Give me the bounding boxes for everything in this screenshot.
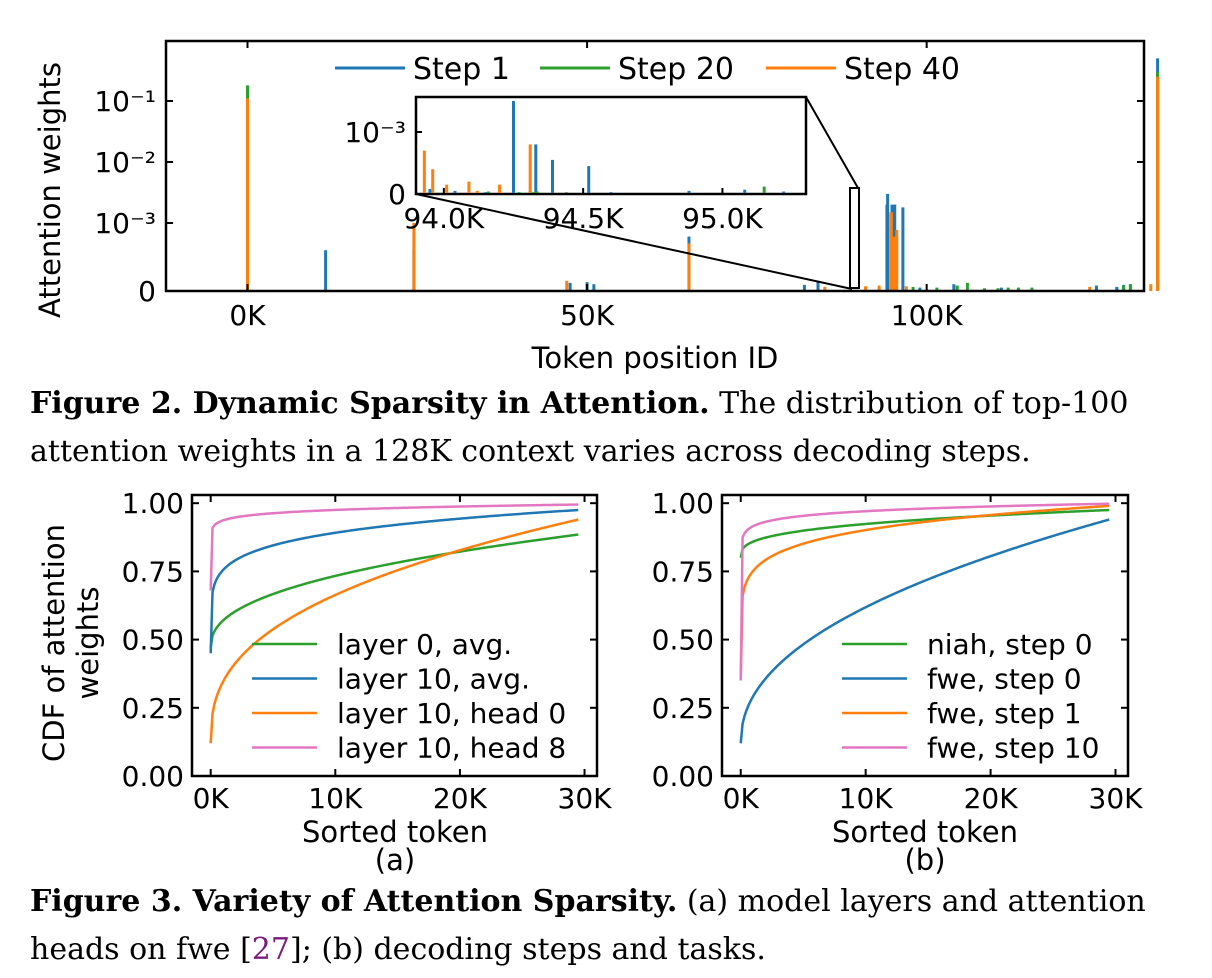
legend-label: layer 10, head 8 <box>337 732 566 765</box>
figure-2-axes: 0K 50K 100K 0 10⁻³ 10⁻² 10⁻¹ Token position ID A… <box>33 39 1146 375</box>
x-tick-label: 20K <box>964 782 1019 815</box>
x-axis-label: Sorted token <box>832 815 1018 849</box>
y-axis-label: Attention weights <box>33 62 67 318</box>
legend-label: fwe, step 1 <box>927 697 1082 730</box>
legend-label: layer 0, avg. <box>337 628 512 661</box>
y-tick-label: 10⁻¹ <box>94 85 156 118</box>
legend-label: Step 40 <box>844 52 960 87</box>
inset-series-step-1 <box>428 101 786 193</box>
y-tick-label: 0.00 <box>652 760 714 793</box>
inset-series-step-40 <box>422 144 532 193</box>
y-tick-label: 10⁻² <box>94 146 156 179</box>
figure-3-panel-b: 0K 10K 20K 30K 0.00 0.25 0.50 0.75 1.00 Sorted to… <box>652 487 1143 877</box>
figure-2-legend: Step 1 Step 20 Step 40 <box>335 52 960 87</box>
figure-2-caption-title: Figure 2. Dynamic Sparsity in Attention. <box>30 386 710 421</box>
x-tick-label: 30K <box>558 782 613 815</box>
zoom-box <box>849 187 860 289</box>
cdf-curve-fwe-step-0 <box>739 518 1110 744</box>
legend-label: niah, step 0 <box>927 628 1093 661</box>
x-tick-label: 10K <box>839 782 894 815</box>
legend-label: layer 10, avg. <box>337 663 530 696</box>
plot-frame <box>164 39 1146 293</box>
x-tick-label: 20K <box>433 782 488 815</box>
y-tick-label: 0.00 <box>122 760 184 793</box>
inset-y-tick-label: 0 <box>388 178 406 211</box>
y-tick-label: 10⁻³ <box>94 207 156 240</box>
panel-label: (b) <box>904 843 945 877</box>
legend-label: layer 10, head 0 <box>337 697 566 730</box>
figure-3-caption-text-b: ]; (b) decoding steps and tasks. <box>289 932 766 967</box>
inset-connector <box>415 193 853 290</box>
legend-label: fwe, step 0 <box>927 663 1082 696</box>
legend-label: fwe, step 10 <box>927 732 1099 765</box>
cdf-curve-niah-step-0 <box>739 508 1110 559</box>
series-step-40 <box>246 76 1160 291</box>
cdf-curve-layer-10-head-0 <box>209 518 579 744</box>
y-tick-label: 0.25 <box>652 692 714 725</box>
figure-2-chart: 94.0K 94.5K 95.0K 0 10⁻³ 0K 50K 100K 0 10⁻³ 10⁻² 1… <box>33 39 1160 375</box>
x-tick-label: 100K <box>891 299 963 332</box>
cdf-curve-fwe-step-10 <box>739 502 1110 681</box>
y-tick-label: 0.25 <box>122 692 184 725</box>
figure-3-charts: 0K 10K 20K 30K 0.00 0.25 0.50 0.75 1.00 Sorted to… <box>37 487 1143 877</box>
inset-y-tick-label: 10⁻³ <box>344 116 406 149</box>
y-tick-label: 1.00 <box>652 487 714 520</box>
figure-2-caption-text: The distribution of top-100 attention we… <box>30 386 1129 469</box>
figure-3-panel-a: 0K 10K 20K 30K 0.00 0.25 0.50 0.75 1.00 Sorted to… <box>37 487 612 877</box>
y-tick-label: 0.75 <box>652 555 714 588</box>
x-axis-label: Sorted token <box>302 815 488 849</box>
y-tick-label: 0 <box>138 275 156 308</box>
x-tick-label: 50K <box>560 299 615 332</box>
y-axis-label-line: weights <box>71 587 105 700</box>
inset-frame <box>414 95 808 196</box>
plot-frame <box>190 493 599 778</box>
cdf-curve-layer-0-avg- <box>209 533 579 648</box>
x-tick-label: 10K <box>308 782 363 815</box>
x-tick-label: 0K <box>723 782 760 815</box>
y-tick-label: 1.00 <box>122 487 184 520</box>
figure-2-inset: 94.0K 94.5K 95.0K 0 10⁻³ <box>344 95 860 290</box>
y-tick-label: 0.50 <box>122 624 184 657</box>
figure-2-marks <box>246 58 1160 291</box>
cdf-curve-fwe-step-1 <box>739 504 1110 678</box>
figure-3-caption: Figure 3. Variety of Attention Sparsity.… <box>30 878 1190 974</box>
inset-x-tick-label: 94.0K <box>403 202 484 235</box>
inset-connector <box>805 96 859 189</box>
figure-3-citation-link[interactable]: 27 <box>251 932 290 967</box>
figure-2-caption: Figure 2. Dynamic Sparsity in Attention.… <box>30 380 1190 476</box>
figure-3-caption-title: Figure 3. Variety of Attention Sparsity. <box>30 884 678 919</box>
y-tick-label: 0.50 <box>652 624 714 657</box>
x-tick-label: 30K <box>1089 782 1144 815</box>
figure-3-caption-text-a: (a) model layers and attention heads on … <box>30 884 1146 967</box>
x-tick-label: 0K <box>193 782 230 815</box>
cdf-curve-layer-10-avg- <box>209 508 579 654</box>
y-axis-label: CDF of attentionweights <box>37 524 105 762</box>
inset-x-tick-label: 94.5K <box>543 202 624 235</box>
cdf-curve-layer-10-head-8 <box>209 503 579 591</box>
plot-frame <box>720 493 1130 778</box>
y-tick-label: 0.75 <box>122 555 184 588</box>
panel-label: (a) <box>375 843 415 877</box>
legend-label: Step 1 <box>413 52 510 87</box>
x-axis-label: Token position ID <box>531 341 779 375</box>
x-tick-label: 0K <box>229 299 266 332</box>
legend-label: Step 20 <box>618 52 734 87</box>
y-axis-label-line: CDF of attention <box>37 524 71 762</box>
inset-x-tick-label: 95.0K <box>682 202 763 235</box>
